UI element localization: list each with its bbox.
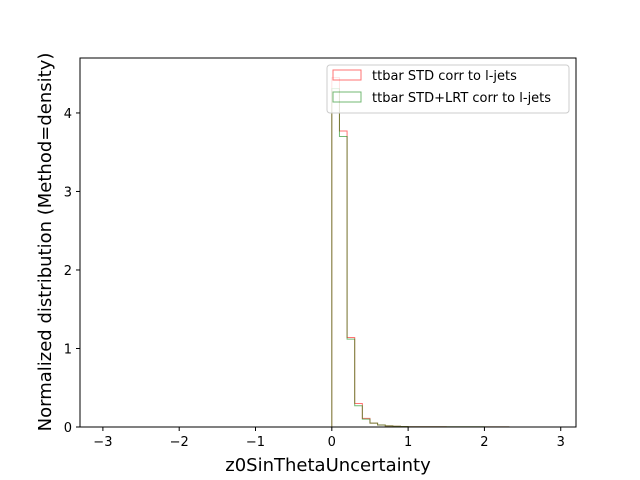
x-tick-label: 3	[557, 435, 565, 450]
x-tick-label: 2	[480, 435, 488, 450]
x-tick-label: 1	[404, 435, 412, 450]
legend-frame	[326, 64, 570, 114]
legend-label-std-lrt: ttbar STD+LRT corr to l-jets	[372, 91, 551, 106]
y-axis-ticks: 0 1 2 3 4	[64, 107, 80, 436]
x-tick-label: −2	[170, 435, 189, 450]
y-tick-label: 4	[64, 107, 72, 122]
x-tick-label: −3	[93, 435, 112, 450]
y-axis-label: Normalized distribution (Method=density)	[35, 53, 56, 432]
x-tick-label: −1	[246, 435, 265, 450]
y-tick-label: 0	[64, 421, 72, 436]
x-tick-label: 0	[328, 435, 336, 450]
x-axis-ticks: −3 −2 −1 0 1 2 3	[93, 427, 565, 450]
legend-swatch-std	[332, 69, 362, 81]
legend-swatch-std-lrt	[332, 91, 362, 103]
legend: ttbar STD corr to l-jets ttbar STD+LRT c…	[326, 64, 570, 114]
y-tick-label: 2	[64, 264, 72, 279]
x-axis-label: z0SinThetaUncertainty	[225, 455, 431, 476]
y-tick-label: 3	[64, 185, 72, 200]
y-tick-label: 1	[64, 342, 72, 357]
plot-frame	[79, 57, 577, 428]
legend-label-std: ttbar STD corr to l-jets	[372, 69, 517, 84]
